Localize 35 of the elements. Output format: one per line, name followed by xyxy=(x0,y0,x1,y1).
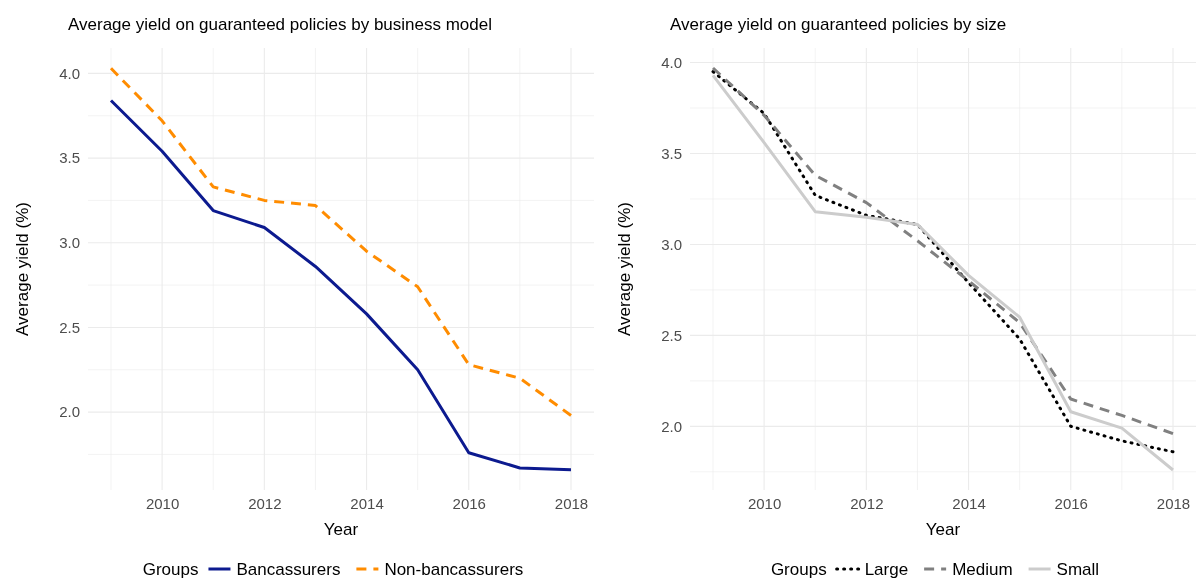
y-tick-label: 4.0 xyxy=(661,53,682,71)
legend-label: Medium xyxy=(952,560,1013,579)
y-tick-label: 2.0 xyxy=(59,403,80,421)
chart-title: Average yield on guaranteed policies by size xyxy=(670,15,1007,34)
line-series xyxy=(109,99,573,472)
y-tick-label: 3.5 xyxy=(59,149,80,167)
x-tick-label: 2016 xyxy=(452,494,486,512)
y-tick-label: 3.0 xyxy=(661,235,682,253)
legend-label: Non-bancassurers xyxy=(384,560,524,579)
y-tick-label: 2.0 xyxy=(661,417,682,435)
x-tick-label: 2016 xyxy=(1054,494,1088,512)
y-tick-label: 3.5 xyxy=(661,144,682,162)
y-tick-label: 3.0 xyxy=(59,234,80,252)
y-tick-label: 4.0 xyxy=(59,64,80,82)
legend-label: Large xyxy=(864,560,909,579)
x-tick-label: 2012 xyxy=(248,494,282,512)
line-series xyxy=(109,66,573,417)
y-axis-title: Average yield (%) xyxy=(615,202,634,336)
legend-title: Groups xyxy=(142,560,199,579)
x-tick-label: 2010 xyxy=(747,494,782,512)
x-tick-label: 2018 xyxy=(554,494,589,512)
x-tick-label: 2014 xyxy=(350,494,384,512)
y-axis-title: Average yield (%) xyxy=(13,202,32,336)
y-tick-label: 2.5 xyxy=(59,318,80,336)
x-tick-label: 2012 xyxy=(850,494,884,512)
x-axis-title: Year xyxy=(323,520,359,539)
legend-label: Bancassurers xyxy=(236,560,341,579)
x-axis-title: Year xyxy=(925,520,961,539)
x-tick-label: 2010 xyxy=(145,494,180,512)
y-tick-label: 2.5 xyxy=(661,326,682,344)
x-tick-label: 2018 xyxy=(1156,494,1191,512)
chart-title: Average yield on guaranteed policies by business model xyxy=(68,15,493,34)
legend-title: Groups xyxy=(770,560,827,579)
x-tick-label: 2014 xyxy=(952,494,986,512)
legend-label: Small xyxy=(1056,560,1100,579)
